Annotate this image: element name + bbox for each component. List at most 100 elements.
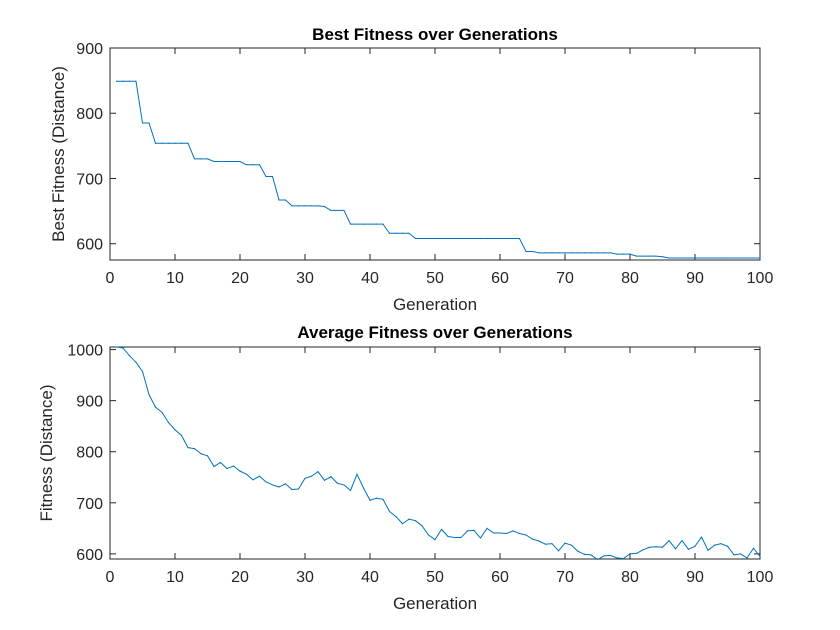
average-fitness-data-point <box>746 557 748 559</box>
average-fitness-data-point <box>154 406 157 408</box>
average-fitness-ylabel: Fitness (Distance) <box>37 385 56 522</box>
best-fitness-data-point <box>694 257 696 259</box>
best-fitness-xtick-label: 70 <box>556 270 574 287</box>
average-fitness-data-point <box>297 488 300 490</box>
best-fitness-data-point <box>232 160 235 163</box>
best-fitness-data-point <box>466 237 469 240</box>
average-fitness-data-point <box>687 548 690 550</box>
best-fitness-data-point <box>148 122 150 124</box>
best-fitness-data-point <box>356 223 358 225</box>
best-fitness-data-point <box>752 257 755 259</box>
best-fitness-data-point <box>226 160 228 163</box>
average-fitness-data-point <box>720 543 722 545</box>
average-fitness-xtick-label: 10 <box>166 569 184 586</box>
best-fitness-data-point <box>603 252 605 254</box>
best-fitness-data-point <box>115 80 118 82</box>
average-fitness-data-point <box>603 555 605 557</box>
average-fitness-ytick-label: 600 <box>76 547 103 564</box>
average-fitness-data-point <box>447 535 449 538</box>
average-fitness-data-point <box>518 532 521 535</box>
best-fitness-data-point <box>382 223 384 225</box>
average-fitness-data-point <box>414 520 417 522</box>
best-fitness-data-point <box>707 257 709 259</box>
best-fitness-data-point <box>258 164 261 166</box>
average-fitness-xtick-label: 40 <box>361 569 379 586</box>
best-fitness-data-point <box>739 257 742 259</box>
best-fitness-data-point <box>557 252 560 254</box>
average-fitness-data-point <box>193 448 196 450</box>
best-fitness-xlabel: Generation <box>393 295 477 314</box>
best-fitness-data-point <box>440 237 443 240</box>
best-fitness-data-point <box>200 158 202 160</box>
best-fitness-data-point <box>746 257 748 259</box>
best-fitness-data-point <box>622 253 625 255</box>
best-fitness-tick-group: 0 10 20 30 40 50 60 70 80 90 100 600 700 800 900 <box>76 41 773 287</box>
average-fitness-data-point <box>544 543 547 545</box>
best-fitness-data-point <box>551 252 553 254</box>
best-fitness-data-point <box>271 175 274 178</box>
average-fitness-data-point <box>642 549 644 551</box>
best-fitness-data-point <box>219 160 222 163</box>
best-fitness-data-point <box>284 199 287 201</box>
average-fitness-data-point <box>726 545 729 547</box>
best-fitness-data-point <box>122 80 124 82</box>
average-fitness-data-point <box>356 473 358 475</box>
best-fitness-data-point <box>486 237 488 240</box>
average-fitness-data-point <box>167 422 170 424</box>
average-fitness-ytick-label: 1000 <box>67 343 103 360</box>
average-fitness-data-point <box>206 455 209 457</box>
best-fitness-data-point <box>453 237 456 240</box>
best-fitness-data-point <box>304 205 306 207</box>
average-fitness-data-point <box>733 554 735 556</box>
best-fitness-xtick-label: 40 <box>361 270 379 287</box>
average-fitness-tick-group: 0 10 20 30 40 50 60 70 80 90 100 600 700 800 900 1000 <box>67 343 773 586</box>
average-fitness-line <box>116 346 761 561</box>
average-fitness-data-point <box>382 498 384 500</box>
average-fitness-xlabel: Generation <box>393 594 477 613</box>
best-fitness-data-point <box>609 252 612 254</box>
average-fitness-panel: 0 10 20 30 40 50 60 70 80 90 100 600 700 800 900 1000 A… <box>37 323 773 613</box>
average-fitness-ytick-label: 800 <box>76 445 103 462</box>
average-fitness-data-point <box>707 549 709 551</box>
average-fitness-data-point <box>304 477 306 479</box>
best-fitness-data-point <box>518 237 521 240</box>
best-fitness-xtick-label: 20 <box>231 270 249 287</box>
best-fitness-data-point <box>213 160 215 163</box>
average-fitness-data-point <box>115 346 118 348</box>
best-fitness-data-point <box>616 253 618 255</box>
average-fitness-data-point <box>681 540 683 542</box>
average-fitness-xtick-label: 70 <box>556 569 574 586</box>
best-fitness-data-point <box>733 257 735 259</box>
best-fitness-data-point <box>596 252 599 254</box>
average-fitness-data-point <box>187 447 189 449</box>
average-fitness-xtick-label: 20 <box>231 569 249 586</box>
best-fitness-xtick-label: 10 <box>166 270 184 287</box>
best-fitness-data-point <box>427 237 430 240</box>
best-fitness-data-point <box>505 237 508 240</box>
best-fitness-ylabel: Best Fitness (Distance) <box>49 66 68 242</box>
average-fitness-data-point <box>596 558 599 561</box>
average-fitness-data-point <box>388 510 391 513</box>
best-fitness-data-point <box>154 142 157 144</box>
average-fitness-data-point <box>375 497 378 499</box>
best-fitness-data-point <box>525 250 527 253</box>
best-fitness-line <box>116 80 760 259</box>
best-fitness-data-point <box>336 209 339 212</box>
average-fitness-data-point <box>317 471 319 473</box>
average-fitness-data-point <box>284 483 287 485</box>
best-fitness-data-point <box>349 223 352 225</box>
average-fitness-data-point <box>161 411 163 413</box>
average-fitness-data-point <box>557 550 560 552</box>
best-fitness-data-point <box>577 252 579 254</box>
best-fitness-data-point <box>447 237 449 240</box>
average-fitness-data-point <box>590 554 592 556</box>
best-fitness-panel: 0 10 20 30 40 50 60 70 80 90 100 600 700 800 900 Best … <box>49 25 773 314</box>
best-fitness-data-point <box>375 223 378 225</box>
best-fitness-points <box>115 80 761 259</box>
average-fitness-data-point <box>232 465 235 467</box>
average-fitness-data-point <box>141 370 144 373</box>
average-fitness-data-point <box>538 540 540 542</box>
best-fitness-data-point <box>720 257 722 259</box>
average-fitness-data-point <box>310 475 313 477</box>
best-fitness-data-point <box>252 164 254 166</box>
